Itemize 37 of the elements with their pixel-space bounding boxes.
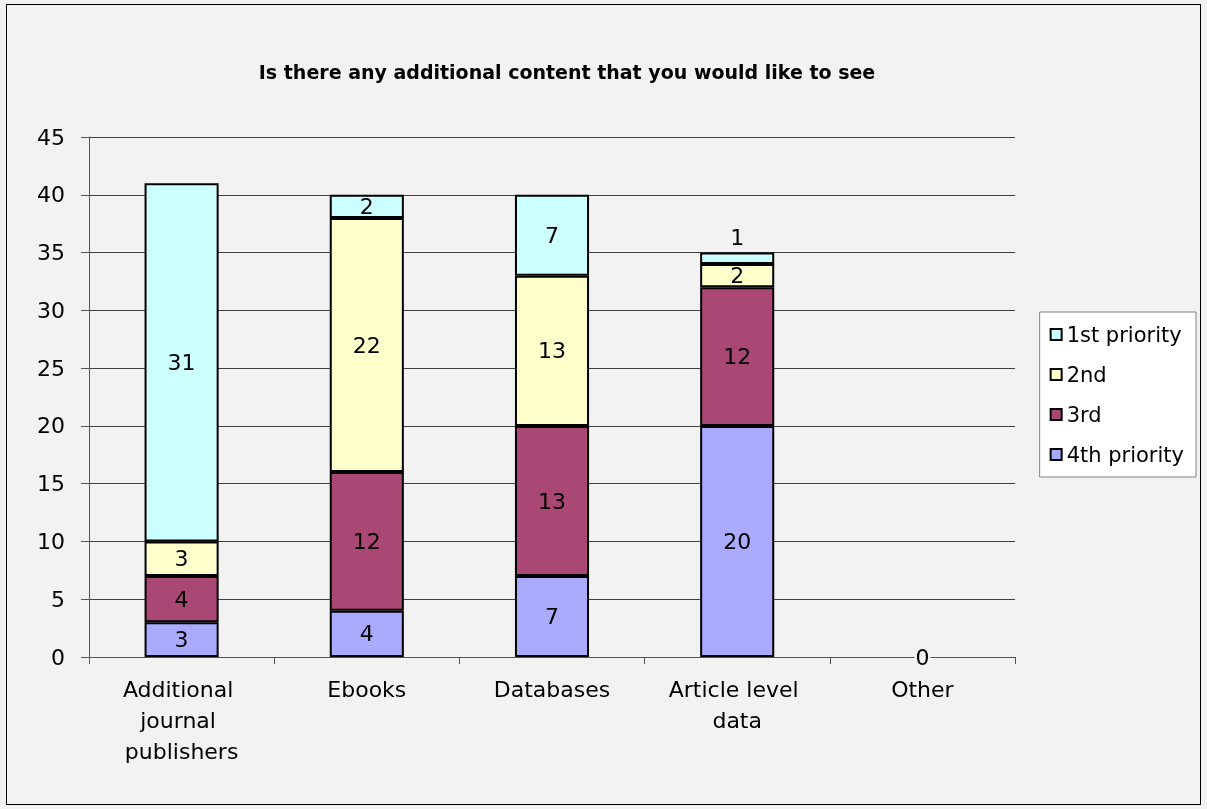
data-label: 4	[174, 586, 189, 612]
data-label: 31	[167, 349, 196, 375]
legend-label: 4th priority	[1066, 442, 1184, 467]
y-tick-label: 45	[37, 124, 65, 150]
data-label: 13	[538, 338, 566, 364]
x-tick-label: Article level data	[668, 677, 806, 733]
data-label: 2	[359, 193, 374, 219]
data-label: 12	[723, 344, 752, 370]
y-tick-label: 35	[37, 240, 65, 266]
data-label: 2	[730, 263, 745, 289]
x-tick-label: Ebooks	[327, 677, 407, 702]
y-tick-label: 0	[51, 644, 65, 670]
y-tick-label: 30	[37, 297, 65, 323]
legend-label: 2nd	[1066, 362, 1107, 387]
data-label: 1	[730, 225, 745, 251]
data-label: 4	[359, 621, 374, 647]
data-label: 13	[538, 488, 566, 514]
y-tick-label: 20	[37, 413, 65, 439]
data-label: 3	[174, 627, 189, 653]
y-tick-label: 5	[51, 586, 65, 612]
data-label: 20	[723, 528, 752, 554]
y-tick-label: 15	[37, 471, 65, 497]
data-label: 0	[915, 644, 930, 670]
data-label: 22	[352, 332, 381, 358]
x-tick-label: Databases	[493, 677, 611, 702]
y-tick-label: 25	[37, 355, 65, 381]
x-tick-label: Other	[891, 677, 955, 702]
data-label: 7	[545, 604, 559, 630]
y-tick-label: 10	[37, 528, 65, 554]
data-label: 7	[545, 222, 559, 248]
legend-label: 3rd	[1066, 402, 1102, 427]
data-label: 12	[352, 528, 381, 554]
x-tick-label: Additional journal publishers	[122, 677, 241, 764]
y-tick-label: 40	[37, 182, 65, 208]
data-label: 3	[174, 546, 189, 572]
legend-label: 1st priority	[1066, 322, 1182, 347]
chart-title: Is there any additional content that you would like to see	[258, 60, 876, 83]
